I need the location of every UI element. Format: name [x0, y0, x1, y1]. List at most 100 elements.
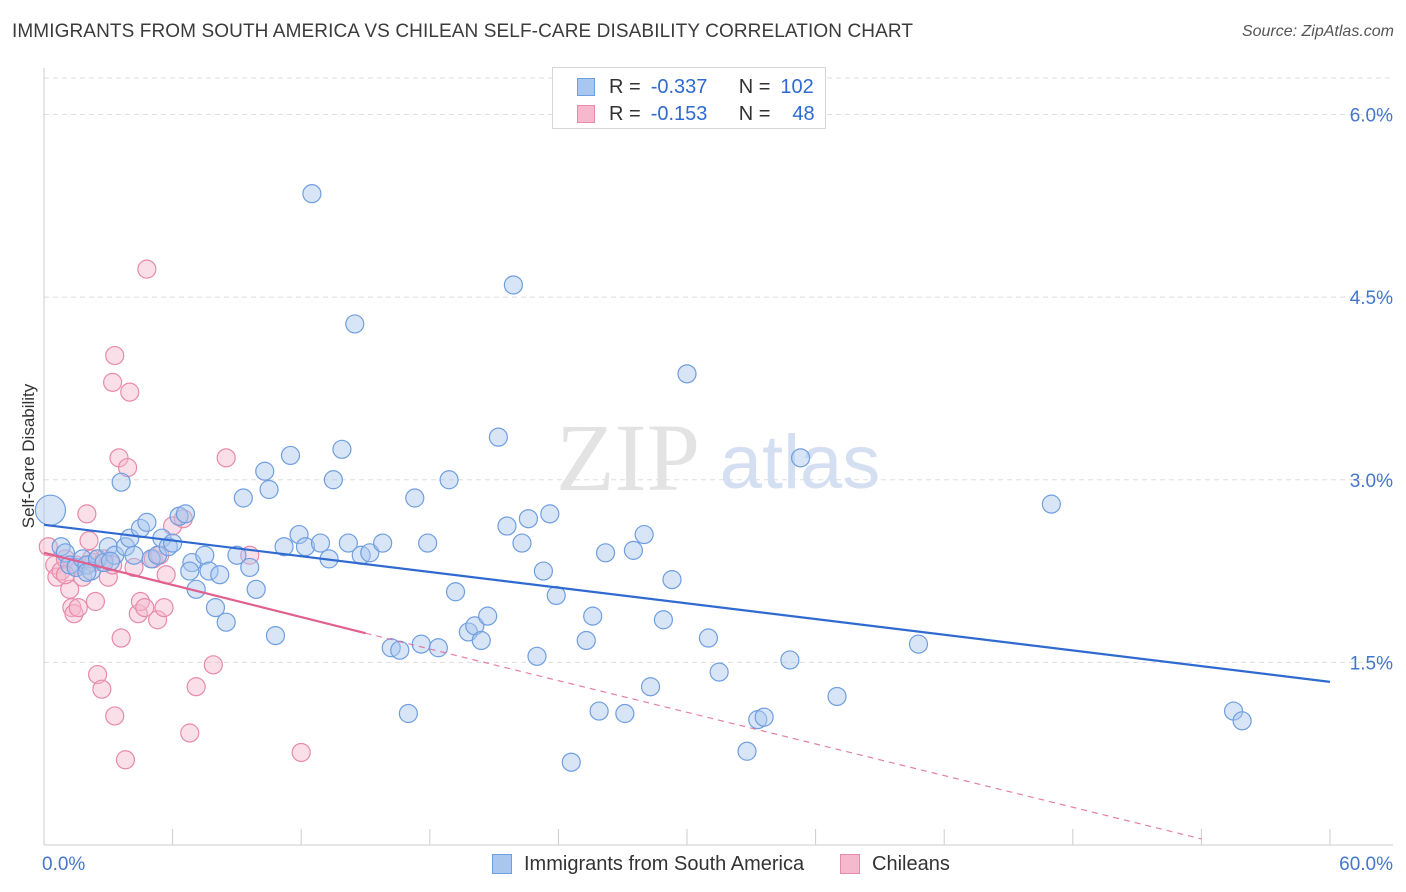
- immigrants-point: [518, 509, 538, 529]
- chileans-point: [87, 664, 108, 685]
- stats-legend: R = -0.337 N = 102 R = -0.153 N = 48: [552, 67, 826, 129]
- chileans-point: [147, 610, 168, 630]
- source-label: Source: ZipAtlas.com: [1241, 23, 1394, 40]
- y-axis-label: Self-Care Disability: [19, 383, 38, 528]
- y-tick-label: 3.0%: [1350, 471, 1393, 492]
- immigrants-point: [497, 516, 517, 536]
- immigrants-point: [503, 275, 523, 295]
- series-immigrants: [34, 184, 1252, 772]
- watermark-atlas: atlas: [720, 420, 881, 505]
- immigrants-point: [640, 677, 661, 697]
- immigrants-point: [137, 512, 157, 532]
- immigrants-point: [233, 488, 253, 508]
- immigrants-point: [302, 184, 322, 204]
- n-label: N =: [738, 102, 771, 125]
- immigrants-point: [478, 606, 498, 626]
- axes: [43, 68, 1393, 846]
- legend-item-chileans: Chileans: [840, 851, 950, 877]
- immigrants-point: [195, 545, 215, 565]
- immigrants-point: [332, 439, 352, 459]
- immigrants-point: [124, 545, 144, 565]
- immigrants-point: [405, 488, 425, 508]
- chileans-point: [216, 448, 236, 468]
- trend-line-immigrants: [43, 523, 1331, 683]
- immigrants-point: [246, 579, 266, 599]
- r-label: R =: [609, 102, 641, 125]
- immigrants-point: [709, 662, 729, 682]
- immigrants-point: [411, 634, 431, 654]
- immigrants-point: [662, 569, 682, 590]
- r-value: -0.337: [650, 75, 708, 98]
- immigrants-point: [445, 582, 466, 602]
- immigrants-point: [34, 494, 67, 526]
- chileans-point: [92, 679, 112, 699]
- immigrants-point: [323, 470, 343, 490]
- immigrants-point: [205, 597, 226, 618]
- immigrants-point: [908, 634, 929, 654]
- immigrants-point: [265, 625, 286, 646]
- legend-swatch-blue: [577, 78, 595, 96]
- tick-labels: 1.5% 3.0% 4.5% 6.0% 0.0% 60.0%: [42, 106, 1393, 875]
- immigrants-point: [790, 448, 811, 468]
- immigrants-point: [163, 533, 183, 553]
- immigrants-point: [540, 504, 560, 524]
- chileans-point: [180, 723, 200, 743]
- immigrants-point: [754, 707, 774, 727]
- immigrants-point: [512, 533, 532, 553]
- trend-line-chileans-extension: [365, 632, 1202, 840]
- chileans-point: [186, 677, 206, 697]
- x-tick-label: 60.0%: [1339, 854, 1393, 875]
- y-tick-label: 4.5%: [1350, 288, 1393, 309]
- chileans-point: [105, 706, 125, 726]
- immigrants-point: [428, 638, 448, 658]
- chileans-point: [102, 372, 123, 392]
- immigrants-point: [111, 472, 131, 492]
- chileans-point: [68, 597, 88, 618]
- chileans-point: [79, 531, 99, 551]
- trend-lines: [43, 523, 1331, 840]
- immigrants-point: [373, 533, 393, 553]
- immigrants-point: [398, 703, 418, 724]
- immigrants-point: [310, 533, 331, 553]
- chileans-point: [291, 742, 311, 763]
- chileans-point: [55, 565, 76, 585]
- stats-row-immigrants: R = -0.337 N = 102: [577, 74, 814, 100]
- immigrants-point: [289, 524, 309, 545]
- immigrants-point: [698, 628, 719, 648]
- immigrants-point: [623, 540, 644, 560]
- legend-item-immigrants: Immigrants from South America: [492, 851, 804, 877]
- immigrants-point: [576, 630, 596, 651]
- n-value: 102: [780, 75, 814, 98]
- immigrants-point: [418, 533, 438, 553]
- immigrants-point: [338, 533, 358, 553]
- y-tick-label: 1.5%: [1350, 653, 1393, 674]
- chileans-point: [137, 259, 157, 279]
- legend-label: Immigrants from South America: [524, 852, 805, 875]
- immigrants-point: [345, 314, 365, 334]
- r-label: R =: [609, 75, 641, 98]
- immigrants-point: [227, 545, 247, 565]
- chileans-point: [85, 591, 106, 612]
- immigrants-point: [255, 461, 275, 481]
- chileans-point: [163, 516, 183, 536]
- n-label: N =: [738, 75, 771, 98]
- immigrants-point: [1041, 494, 1061, 514]
- chileans-point: [203, 655, 223, 675]
- immigrants-point: [615, 703, 635, 724]
- chileans-point: [115, 750, 136, 770]
- immigrants-point: [827, 686, 847, 707]
- chart-title: IMMIGRANTS FROM SOUTH AMERICA VS CHILEAN…: [12, 21, 914, 42]
- immigrants-point: [653, 610, 674, 630]
- chileans-point: [135, 597, 155, 618]
- legend-swatch-pink: [840, 854, 860, 874]
- x-tick-label: 0.0%: [42, 854, 85, 875]
- immigrants-point: [527, 646, 547, 666]
- immigrants-point: [1232, 711, 1252, 731]
- chileans-point: [77, 504, 97, 524]
- immigrants-point: [780, 650, 800, 670]
- n-value: 48: [792, 102, 815, 125]
- chileans-point: [154, 597, 174, 618]
- immigrants-point: [199, 561, 219, 581]
- series-chileans: [38, 259, 311, 770]
